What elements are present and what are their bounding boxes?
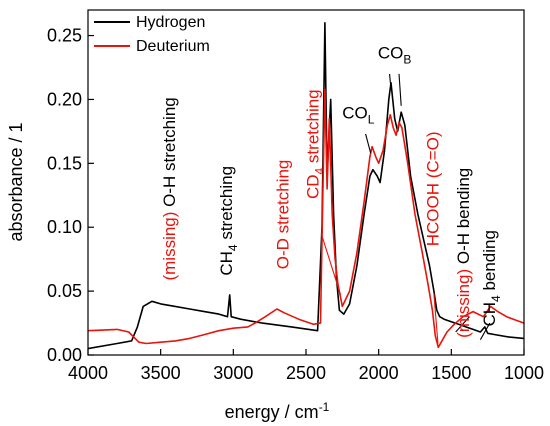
y-tick-label: 0.15	[47, 153, 82, 173]
x-axis-title: energy / cm-1	[225, 400, 330, 422]
annotation-text-part: CO	[378, 44, 404, 63]
x-tick-label: 2000	[359, 363, 399, 383]
annotation-subscript: L	[368, 113, 375, 127]
y-tick-label: 0.10	[47, 217, 82, 237]
annotation-text-part: CH	[480, 302, 499, 327]
x-tick-label: 4000	[68, 363, 108, 383]
annotation-text-part: O-D stretching	[274, 160, 293, 270]
series-layer	[88, 22, 524, 350]
annotation-col: COL	[342, 104, 375, 127]
annotation-oh-stretch: (missing) O-H stretching	[160, 97, 179, 280]
annotation-leader-line	[389, 73, 392, 90]
annotation-text-part: CD	[303, 174, 322, 199]
x-tick-label: 1000	[504, 363, 544, 383]
annotation-text-part: CH	[217, 251, 236, 276]
series-line-deuterium	[88, 88, 524, 349]
y-tick-label: 0.00	[47, 345, 82, 365]
x-tick-label: 2500	[286, 363, 326, 383]
annotation-cob: COB	[378, 44, 412, 67]
y-tick-label: 0.25	[47, 26, 82, 46]
annotation-text-part: bending	[480, 230, 499, 295]
annotation-hcooh: HCOOH (C=O)	[423, 132, 442, 247]
annotation-subscript: B	[403, 53, 411, 67]
x-tick-label: 1500	[431, 363, 471, 383]
annotation-text-part: stretching	[303, 89, 322, 167]
y-tick-label: 0.05	[47, 281, 82, 301]
annotation-subscript: 4	[226, 244, 240, 251]
annotation-text-part: (missing)	[454, 269, 473, 338]
annotation-subscript: 4	[312, 167, 326, 174]
legend-label-deuterium: Deuterium	[136, 38, 210, 55]
annotation-subscript: 4	[489, 295, 503, 302]
annotation-leader-line	[479, 322, 491, 340]
annotation-ch4-bend: CH4 bending	[480, 230, 503, 326]
series-line-hydrogen	[88, 22, 524, 350]
annotation-text-part: CO	[342, 104, 368, 123]
annotation-leader-line	[455, 316, 470, 333]
annotation-text-part: HCOOH (C=O)	[423, 132, 442, 247]
annotation-text-part: stretching	[217, 166, 236, 244]
x-axis-title-sup: -1	[319, 400, 330, 414]
y-tick-label: 0.20	[47, 89, 82, 109]
annotation-ch4-stretch: CH4 stretching	[217, 166, 240, 276]
annotation-oh-bend: (missing) O-H bending	[454, 168, 473, 338]
annotation-leader-line	[398, 73, 402, 106]
x-tick-label: 3000	[213, 363, 253, 383]
annotation-cd4-stretch: CD4 stretching	[303, 89, 326, 199]
annotation-leader-line	[320, 233, 342, 296]
annotation-od-stretch: O-D stretching	[274, 160, 293, 270]
x-axis-title-main: energy / cm	[225, 402, 319, 422]
annotation-leader-line	[365, 133, 372, 154]
y-axis-title: absorbance / 1	[6, 122, 26, 241]
annotation-text-part: O-H stretching	[160, 97, 179, 211]
legend-label-hydrogen: Hydrogen	[136, 14, 205, 31]
annotation-text-part: (missing)	[160, 212, 179, 281]
axis-ticks: 4000 3500 3000 2500 2000 1500 1000 0.00 0.05 0.10…	[47, 26, 544, 383]
x-tick-label: 3500	[141, 363, 181, 383]
annotation-leader-line	[433, 293, 439, 344]
annotation-text-part: O-H bending	[454, 168, 473, 269]
legend: Hydrogen Deuterium	[94, 14, 210, 55]
